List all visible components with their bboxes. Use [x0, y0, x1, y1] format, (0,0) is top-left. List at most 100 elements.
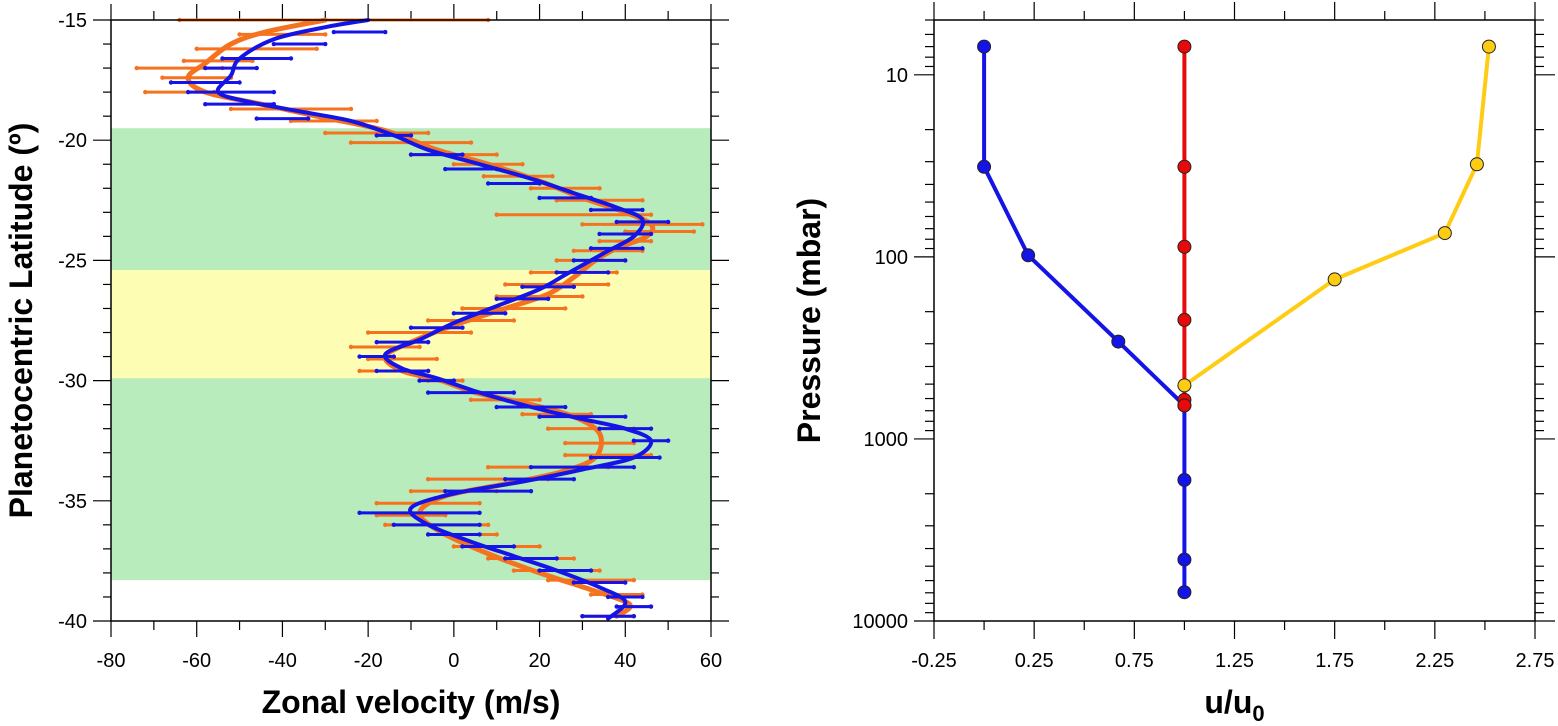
error-bar-cap	[597, 426, 602, 431]
left-axis-ticks	[93, 4, 729, 637]
error-bar-cap	[614, 219, 619, 225]
error-bar-cap	[374, 501, 379, 506]
error-bar-cap	[348, 344, 354, 350]
x-tick-label: -60	[182, 650, 211, 672]
error-bar-cap	[254, 116, 259, 121]
error-bar-cap	[408, 325, 414, 330]
x-tick-label: -0.25	[911, 650, 957, 672]
latitude-band-2	[111, 378, 711, 581]
y-tick-label: 1000	[864, 429, 909, 451]
error-bar-cap	[571, 476, 577, 482]
error-bar-cap	[494, 296, 499, 302]
error-bar-cap	[503, 311, 508, 316]
error-bar-cap	[485, 556, 491, 561]
error-bar-cap	[357, 354, 362, 359]
error-bar-cap	[477, 532, 482, 537]
error-bar-cap	[323, 32, 328, 37]
error-bar-cap	[571, 258, 577, 263]
error-bar-cap	[181, 58, 187, 64]
error-bar-cap	[640, 594, 645, 600]
error-bar-cap	[485, 181, 491, 186]
error-bar-cap	[185, 89, 191, 95]
profile-point	[1177, 312, 1192, 327]
profile-line	[982, 46, 1187, 593]
pressure-profile-chart: -0.25 0.25 0.75 1.25 1.75 2.25 2.75 10 100 1000 10…	[791, 2, 1555, 726]
x-tick-label: 1.75	[1315, 650, 1354, 672]
error-bar-cap	[271, 41, 277, 47]
error-bar-cap	[443, 166, 448, 172]
error-bar-cap	[383, 522, 388, 528]
profile-series-1	[1177, 39, 1192, 413]
error-bar-cap	[537, 414, 542, 419]
error-bar-cap	[237, 32, 242, 37]
error-bar-cap	[648, 426, 654, 431]
error-bar-cap	[520, 162, 525, 167]
error-bar-cap	[288, 56, 294, 61]
error-bar-cap	[451, 544, 457, 549]
y-tick-label: -40	[58, 611, 87, 633]
error-bar-cap	[597, 231, 602, 237]
profile-point	[1111, 334, 1126, 349]
error-bar-cap	[537, 544, 542, 549]
error-bar-cap	[481, 174, 487, 179]
error-bar-cap	[545, 296, 551, 302]
error-bar-cap	[460, 152, 465, 157]
error-bar-cap	[520, 412, 525, 417]
error-bar-cap	[357, 368, 362, 374]
left-x-axis-title: Zonal velocity (m/s)	[262, 684, 561, 720]
y-tick-label: 10000	[852, 611, 908, 633]
error-bar-cap	[605, 594, 611, 600]
error-bar-cap	[554, 258, 559, 263]
error-bar-cap	[468, 397, 474, 403]
error-bar-cap	[520, 284, 525, 290]
error-bar-cap	[314, 46, 319, 52]
profile-point	[1177, 552, 1192, 567]
error-bar-cap	[588, 246, 594, 251]
error-bar-cap	[571, 284, 577, 290]
error-bar-cap	[417, 378, 422, 383]
error-bar-cap	[408, 488, 414, 494]
error-bar-cap	[425, 532, 431, 537]
error-bar-cap	[563, 440, 568, 446]
x-tick-label: 0.25	[1015, 650, 1054, 672]
x-tick-label: -40	[268, 650, 297, 672]
latitude-bands	[111, 128, 711, 581]
error-bar-cap	[511, 390, 517, 395]
error-bar-cap	[614, 270, 619, 275]
error-bar-cap	[228, 106, 234, 112]
left-tick-labels: -80 -60 -40 -20 0 20 40 60 -15 -20 -25 -30 -35 -40	[58, 10, 722, 672]
error-bar-cap	[425, 130, 431, 136]
error-bar-cap	[425, 339, 431, 345]
error-bar-cap	[451, 162, 457, 167]
error-bar-cap	[468, 330, 474, 335]
profile-point	[1437, 226, 1452, 241]
error-bar-cap	[143, 89, 148, 95]
error-bar-cap	[220, 56, 225, 61]
error-bar-cap	[511, 568, 517, 573]
velocity-series-1	[168, 18, 671, 621]
error-bar-cap	[477, 501, 482, 506]
profile-point	[1327, 272, 1342, 287]
error-bar-cap	[503, 556, 508, 561]
error-bar-cap	[494, 532, 499, 537]
error-bar-cap	[588, 207, 594, 213]
error-bar-cap	[408, 133, 414, 138]
profile-point	[1177, 585, 1192, 600]
error-bar-cap	[640, 207, 645, 213]
error-bar-cap	[597, 238, 602, 244]
x-tick-label: 60	[700, 650, 722, 672]
error-bar-cap	[537, 568, 542, 573]
right-axis-ticks	[914, 2, 1555, 639]
error-bar-cap	[365, 330, 371, 335]
velocity-profile-line	[215, 18, 654, 621]
error-bar-cap	[391, 522, 397, 528]
error-bar-cap	[528, 186, 534, 191]
error-bar-cap	[374, 368, 379, 374]
error-bar-cap	[640, 246, 645, 251]
profile-point	[1177, 378, 1192, 393]
error-bar-cap	[468, 140, 474, 145]
error-bar-cap	[460, 306, 465, 311]
error-bar-cap	[331, 29, 337, 35]
right-x-axis-title-main: u/u	[1204, 684, 1252, 720]
error-bar-cap	[545, 426, 551, 431]
